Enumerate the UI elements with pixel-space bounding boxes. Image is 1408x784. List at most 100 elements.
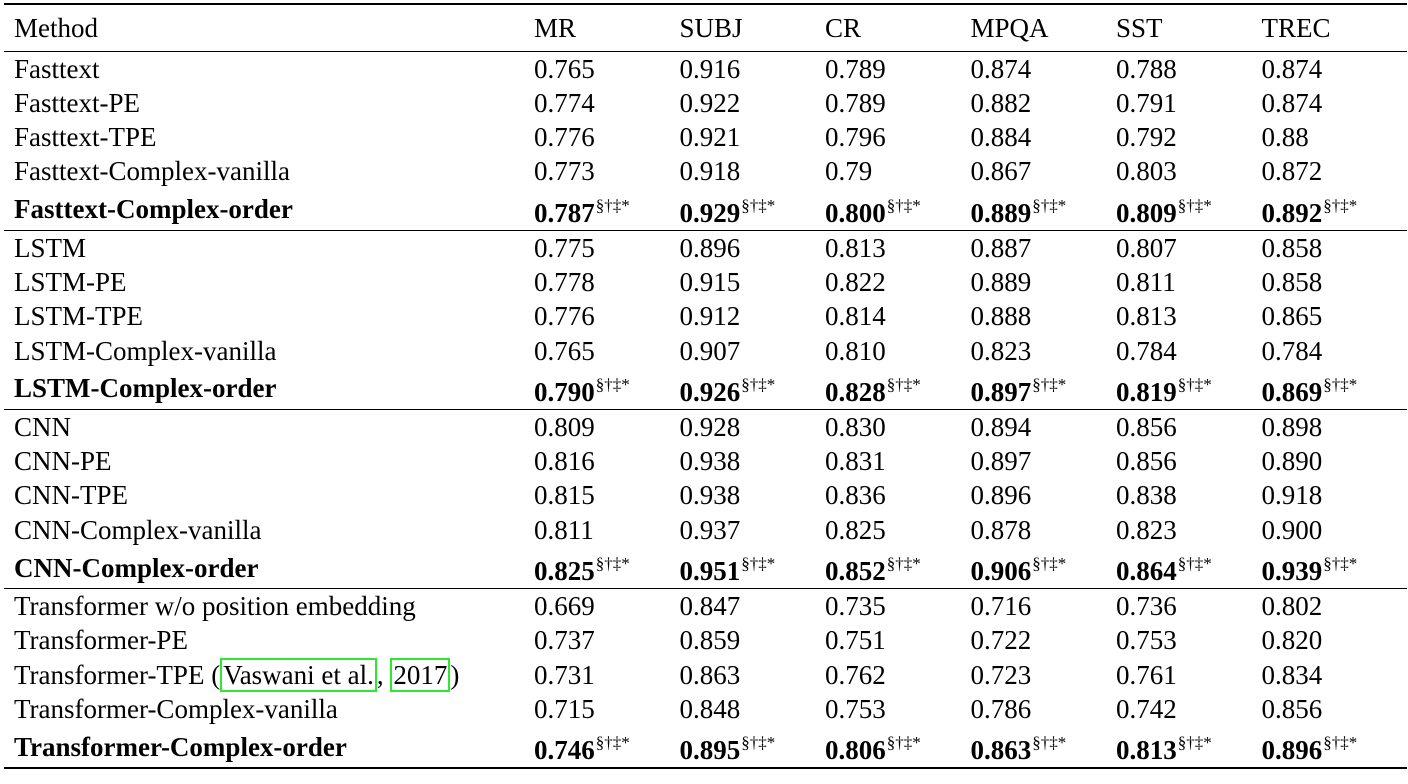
score-value: 0.784 <box>1116 335 1177 366</box>
method-name: LSTM <box>14 232 87 263</box>
score-value: 0.822 <box>825 266 886 297</box>
value-cell: 0.791 <box>1116 86 1262 120</box>
score-value: 0.896 <box>970 480 1032 511</box>
value-cell: 0.806§†‡* <box>825 726 971 770</box>
score-value: 0.856 <box>1261 693 1323 724</box>
method-cell: CNN-Complex-vanilla <box>4 513 534 547</box>
score-value: 0.858 <box>1261 232 1323 263</box>
score-value: 0.888 <box>970 301 1032 332</box>
score-value: 0.784 <box>1261 335 1323 366</box>
value-cell: 0.897§†‡* <box>970 367 1116 410</box>
value-cell: 0.789 <box>825 86 971 120</box>
method-cell: LSTM-Complex-order <box>4 367 534 410</box>
method-cell: CNN-Complex-order <box>4 547 534 590</box>
score-value: 0.887 <box>970 232 1032 263</box>
score-value: 0.928 <box>679 411 741 442</box>
value-cell: 0.776 <box>534 299 680 333</box>
citation-separator: , <box>376 659 391 690</box>
score-value: 0.746 <box>534 735 595 766</box>
score-value: 0.865 <box>1261 301 1323 332</box>
citation-author-link[interactable]: Vaswani et al. <box>220 657 377 692</box>
score-value: 0.669 <box>534 591 595 622</box>
value-cell: 0.856 <box>1116 409 1262 444</box>
score-value: 0.937 <box>679 514 741 545</box>
table-row-best: CNN-Complex-order 0.825§†‡* 0.951§†‡* 0.852… <box>4 547 1407 590</box>
table-row: Fasttext-TPE 0.776 0.921 0.796 0.884 0.792 0.8… <box>4 120 1407 154</box>
citation-open-paren: ( <box>204 659 221 690</box>
score-value: 0.813 <box>1116 301 1177 332</box>
significance-marker: §†‡* <box>1323 554 1358 574</box>
method-cell: Transformer-TPE (Vaswani et al., 2017) <box>4 657 534 692</box>
score-value: 0.847 <box>679 591 741 622</box>
table-row: CNN-TPE 0.815 0.938 0.836 0.896 0.838 0.918 <box>4 478 1407 512</box>
score-value: 0.807 <box>1116 232 1177 263</box>
score-value: 0.918 <box>679 156 741 187</box>
score-value: 0.856 <box>1116 446 1177 477</box>
score-value: 0.895 <box>679 735 741 766</box>
value-cell: 0.786 <box>971 692 1117 726</box>
significance-marker: §†‡* <box>886 733 921 753</box>
score-value: 0.731 <box>534 659 595 690</box>
value-cell: 0.951§†‡* <box>679 547 825 590</box>
table-row: Transformer-TPE (Vaswani et al., 2017) 0.… <box>4 657 1407 692</box>
method-name: LSTM-TPE <box>14 301 144 332</box>
score-value: 0.938 <box>679 446 741 477</box>
score-value: 0.751 <box>825 625 886 656</box>
value-cell: 0.890 <box>1262 444 1408 478</box>
table-row: Fasttext 0.765 0.916 0.789 0.874 0.788 0.874 <box>4 51 1407 86</box>
score-value: 0.828 <box>825 376 886 407</box>
value-cell: 0.892§†‡* <box>1261 188 1407 231</box>
score-value: 0.737 <box>534 625 595 656</box>
value-cell: 0.887 <box>971 230 1117 265</box>
score-value: 0.809 <box>1116 197 1177 228</box>
score-value: 0.765 <box>534 53 595 84</box>
value-cell: 0.787§†‡* <box>534 188 680 231</box>
value-cell: 0.921 <box>680 120 826 154</box>
header-mr: MR <box>534 3 680 52</box>
score-value: 0.810 <box>825 335 886 366</box>
significance-marker: §†‡* <box>1177 733 1212 753</box>
table-row: Fasttext-PE 0.774 0.922 0.789 0.882 0.791 0.87… <box>4 86 1407 120</box>
value-cell: 0.736 <box>1116 589 1262 624</box>
value-cell: 0.809 <box>534 409 680 444</box>
score-value: 0.831 <box>825 446 886 477</box>
value-cell: 0.731 <box>534 657 680 691</box>
value-cell: 0.847 <box>680 589 826 624</box>
score-value: 0.896 <box>679 232 741 263</box>
score-value: 0.825 <box>534 556 595 587</box>
method-name: Fasttext-PE <box>14 87 140 118</box>
value-cell: 0.836 <box>825 478 971 512</box>
score-value: 0.88 <box>1261 122 1309 153</box>
citation-year-link[interactable]: 2017 <box>390 657 451 692</box>
header-sst: SST <box>1116 3 1262 52</box>
value-cell: 0.929§†‡* <box>679 188 825 231</box>
score-value: 0.907 <box>679 335 741 366</box>
score-value: 0.890 <box>1261 446 1323 477</box>
method-cell: Fasttext-Complex-vanilla <box>4 154 534 188</box>
method-name: Fasttext-Complex-vanilla <box>14 156 290 187</box>
score-value: 0.776 <box>534 122 595 153</box>
value-cell: 0.938 <box>680 478 826 512</box>
score-value: 0.915 <box>679 266 741 297</box>
score-value: 0.820 <box>1261 625 1323 656</box>
value-cell: 0.907 <box>680 333 826 367</box>
score-value: 0.815 <box>534 480 595 511</box>
header-method: Method <box>4 3 534 52</box>
score-value: 0.869 <box>1261 376 1323 407</box>
citation-close-paren: ) <box>450 659 460 690</box>
score-value: 0.811 <box>1116 266 1176 297</box>
method-cell: LSTM <box>4 230 534 265</box>
value-cell: 0.918 <box>1262 478 1408 512</box>
score-value: 0.762 <box>825 659 886 690</box>
value-cell: 0.790§†‡* <box>534 367 680 410</box>
score-value: 0.856 <box>1116 411 1177 442</box>
value-cell: 0.746§†‡* <box>534 726 680 770</box>
significance-marker: §†‡* <box>595 195 630 215</box>
value-cell: 0.906§†‡* <box>970 547 1116 590</box>
score-value: 0.938 <box>679 480 741 511</box>
score-value: 0.774 <box>534 87 595 118</box>
method-cell: Fasttext-TPE <box>4 120 534 154</box>
value-cell: 0.735 <box>825 589 971 624</box>
method-cell: Fasttext <box>4 51 534 86</box>
score-value: 0.916 <box>679 53 741 84</box>
